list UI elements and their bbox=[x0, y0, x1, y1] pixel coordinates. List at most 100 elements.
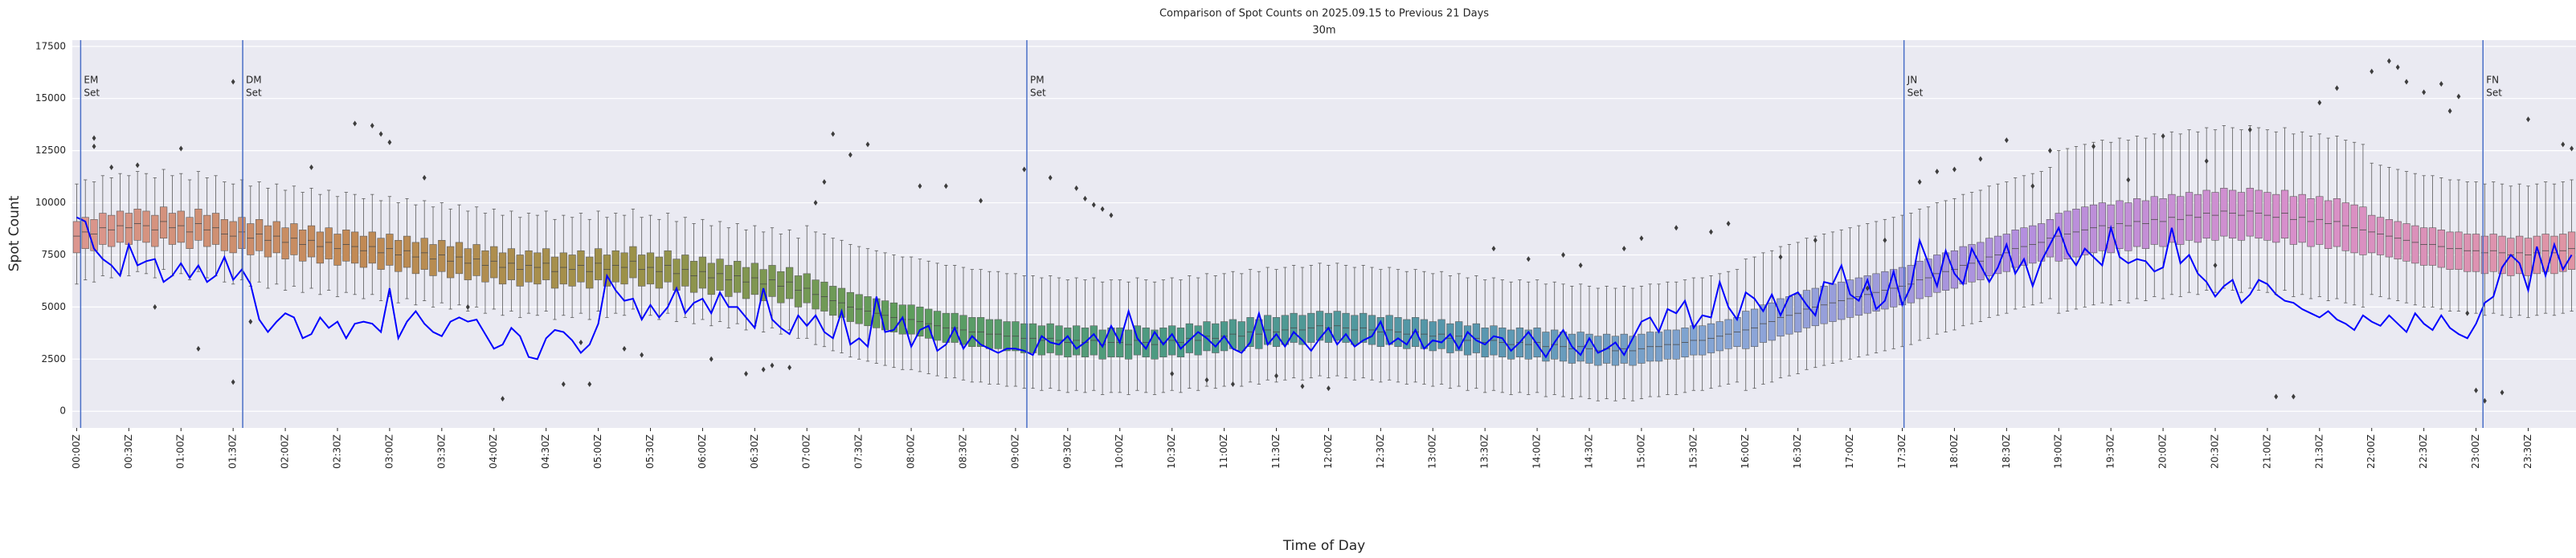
x-tick-label: 20:30Z bbox=[2209, 434, 2220, 469]
chart-title: Comparison of Spot Counts on 2025.09.15 … bbox=[1159, 8, 1489, 20]
outlier bbox=[2474, 387, 2479, 393]
outlier bbox=[422, 174, 427, 181]
box bbox=[2063, 210, 2071, 259]
box bbox=[455, 242, 464, 275]
box bbox=[673, 259, 681, 291]
box bbox=[2255, 189, 2263, 238]
box bbox=[108, 214, 116, 247]
x-tick-label: 01:30Z bbox=[227, 434, 239, 469]
box bbox=[2498, 235, 2506, 275]
x-tick-label: 02:30Z bbox=[331, 434, 342, 469]
x-tick-label: 14:30Z bbox=[1583, 434, 1594, 469]
x-axis-label: Time of Day bbox=[1282, 538, 1365, 554]
outlier bbox=[196, 345, 201, 352]
box bbox=[2307, 198, 2315, 247]
x-tick-label: 16:30Z bbox=[1792, 434, 1803, 469]
box bbox=[2394, 221, 2402, 259]
box bbox=[247, 223, 255, 255]
outlier bbox=[387, 139, 392, 145]
box bbox=[2420, 227, 2428, 266]
grid bbox=[72, 46, 2576, 412]
outlier bbox=[2291, 393, 2296, 400]
box bbox=[2455, 231, 2463, 270]
x-tick-label: 12:00Z bbox=[1323, 434, 1334, 469]
box bbox=[777, 271, 785, 303]
box bbox=[742, 267, 750, 299]
box bbox=[403, 235, 411, 268]
outlier bbox=[744, 370, 748, 377]
box bbox=[2298, 193, 2306, 243]
box bbox=[264, 225, 272, 258]
box bbox=[2359, 206, 2367, 255]
box bbox=[351, 231, 359, 264]
box bbox=[368, 231, 376, 264]
outlier bbox=[2161, 132, 2165, 139]
box bbox=[2489, 234, 2497, 272]
x-tick-label: 17:30Z bbox=[1896, 434, 1907, 469]
box bbox=[707, 263, 715, 295]
box bbox=[220, 219, 228, 251]
outlier bbox=[1083, 195, 1087, 202]
box bbox=[734, 260, 742, 293]
x-tick-label: 20:00Z bbox=[2157, 434, 2169, 469]
box bbox=[698, 256, 707, 289]
x-tick-label: 00:30Z bbox=[123, 434, 134, 469]
box bbox=[159, 206, 168, 238]
outlier bbox=[1109, 212, 1114, 218]
box bbox=[186, 217, 194, 249]
y-tick-label: 0 bbox=[59, 405, 66, 417]
x-tick-label: 13:00Z bbox=[1427, 434, 1438, 469]
box bbox=[2464, 234, 2472, 272]
box bbox=[281, 227, 289, 259]
x-tick-label: 11:00Z bbox=[1218, 434, 1229, 469]
x-tick-label: 22:30Z bbox=[2418, 434, 2429, 469]
box bbox=[2124, 202, 2132, 251]
box bbox=[142, 210, 150, 243]
marker-label: Set bbox=[1907, 88, 1924, 99]
box bbox=[689, 260, 698, 293]
box bbox=[603, 255, 611, 287]
x-tick-label: 12:30Z bbox=[1375, 434, 1386, 469]
outlier bbox=[979, 198, 983, 204]
box bbox=[2541, 234, 2549, 272]
box bbox=[490, 246, 498, 279]
outlier bbox=[2456, 93, 2461, 100]
outlier bbox=[353, 120, 358, 127]
box bbox=[316, 231, 324, 264]
outlier bbox=[865, 141, 870, 148]
box bbox=[577, 250, 585, 283]
x-tick-label: 09:00Z bbox=[1009, 434, 1020, 469]
box bbox=[2185, 192, 2194, 241]
y-tick-label: 15000 bbox=[35, 92, 66, 104]
box bbox=[2341, 202, 2349, 251]
x-tick-label: 05:00Z bbox=[592, 434, 603, 469]
marker-label: Set bbox=[84, 88, 100, 99]
outlier bbox=[622, 345, 627, 352]
box bbox=[2333, 198, 2341, 247]
outlier bbox=[1709, 229, 1713, 235]
box bbox=[2376, 217, 2385, 255]
outlier bbox=[918, 183, 922, 189]
box bbox=[420, 238, 428, 270]
outlier bbox=[1978, 156, 1983, 162]
outlier bbox=[1100, 206, 1105, 212]
outlier bbox=[1204, 377, 1209, 383]
box bbox=[2316, 196, 2324, 245]
box bbox=[2098, 202, 2106, 251]
outlier bbox=[2482, 397, 2487, 404]
box bbox=[2246, 188, 2254, 237]
marker-label: Set bbox=[1030, 88, 1046, 99]
outlier bbox=[579, 340, 583, 346]
box bbox=[133, 209, 141, 241]
box bbox=[447, 246, 455, 279]
outlier bbox=[2317, 100, 2322, 106]
box bbox=[255, 219, 264, 251]
box bbox=[168, 213, 177, 245]
box bbox=[2437, 230, 2445, 268]
box bbox=[725, 265, 733, 297]
outlier bbox=[2447, 108, 2452, 114]
box bbox=[481, 250, 489, 283]
outlier bbox=[1300, 383, 1305, 389]
x-tick-label: 03:00Z bbox=[383, 434, 395, 469]
box bbox=[2141, 200, 2150, 249]
